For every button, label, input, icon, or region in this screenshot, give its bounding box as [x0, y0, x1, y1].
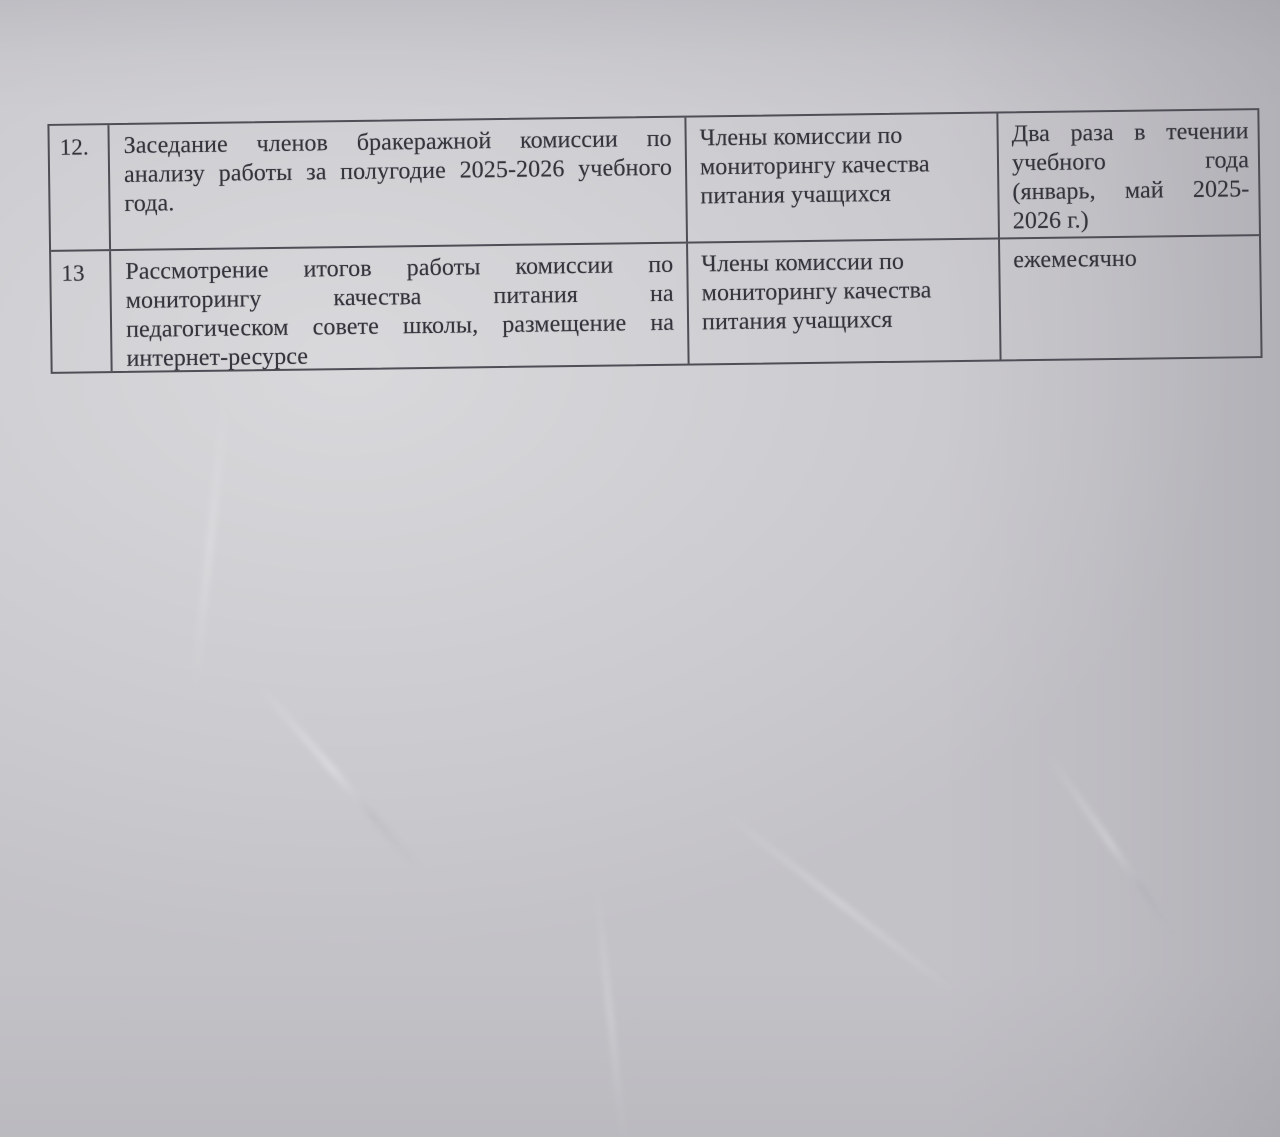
timing-cell: Два раза в течении учебного года (январь… — [998, 110, 1259, 237]
text-line: Члены комиссии по — [701, 248, 905, 278]
table-row: 12. Заседание членов бракеражной комисси… — [49, 110, 1259, 252]
text-line: ежемесячно — [1013, 245, 1138, 274]
text-line: мониторингу качества — [699, 151, 930, 181]
text-line: 2026 г.) — [1012, 207, 1089, 235]
row-number-cell: 13 — [51, 251, 113, 372]
text-line: учебного года — [1011, 147, 1250, 177]
activity-cell: Рассмотрение итогов работы комиссии по м… — [111, 243, 690, 372]
activity-cell: Заседание членов бракеражной комиссии по… — [109, 117, 689, 250]
paper-crease — [719, 808, 961, 998]
table-row: 13 Рассмотрение итогов работы комиссии п… — [51, 236, 1260, 372]
text-line: питания учащихся — [701, 306, 893, 336]
row-number-cell: 12. — [49, 125, 112, 250]
plan-table: 12. Заседание членов бракеражной комисси… — [47, 108, 1263, 374]
text-line: питания учащихся — [700, 180, 892, 210]
paper-crease — [190, 394, 230, 694]
text-line: (январь, май 2025- — [1012, 176, 1250, 206]
text-line: Два раза в течении — [1011, 118, 1249, 148]
responsible-cell: Члены комиссии по мониторингу качества п… — [686, 113, 1000, 242]
text-line: мониторингу качества — [701, 277, 932, 307]
paper-crease — [1044, 751, 1176, 935]
row-number: 13 — [61, 260, 85, 286]
paper-crease — [255, 681, 425, 876]
row-number: 12. — [59, 134, 89, 160]
text-line: Члены комиссии по — [699, 122, 903, 152]
text-line: интернет-ресурсе — [126, 343, 309, 372]
responsible-cell: Члены комиссии по мониторингу качества п… — [688, 239, 1002, 364]
timing-cell: ежемесячно — [1000, 236, 1261, 359]
paper-crease — [593, 883, 627, 1137]
